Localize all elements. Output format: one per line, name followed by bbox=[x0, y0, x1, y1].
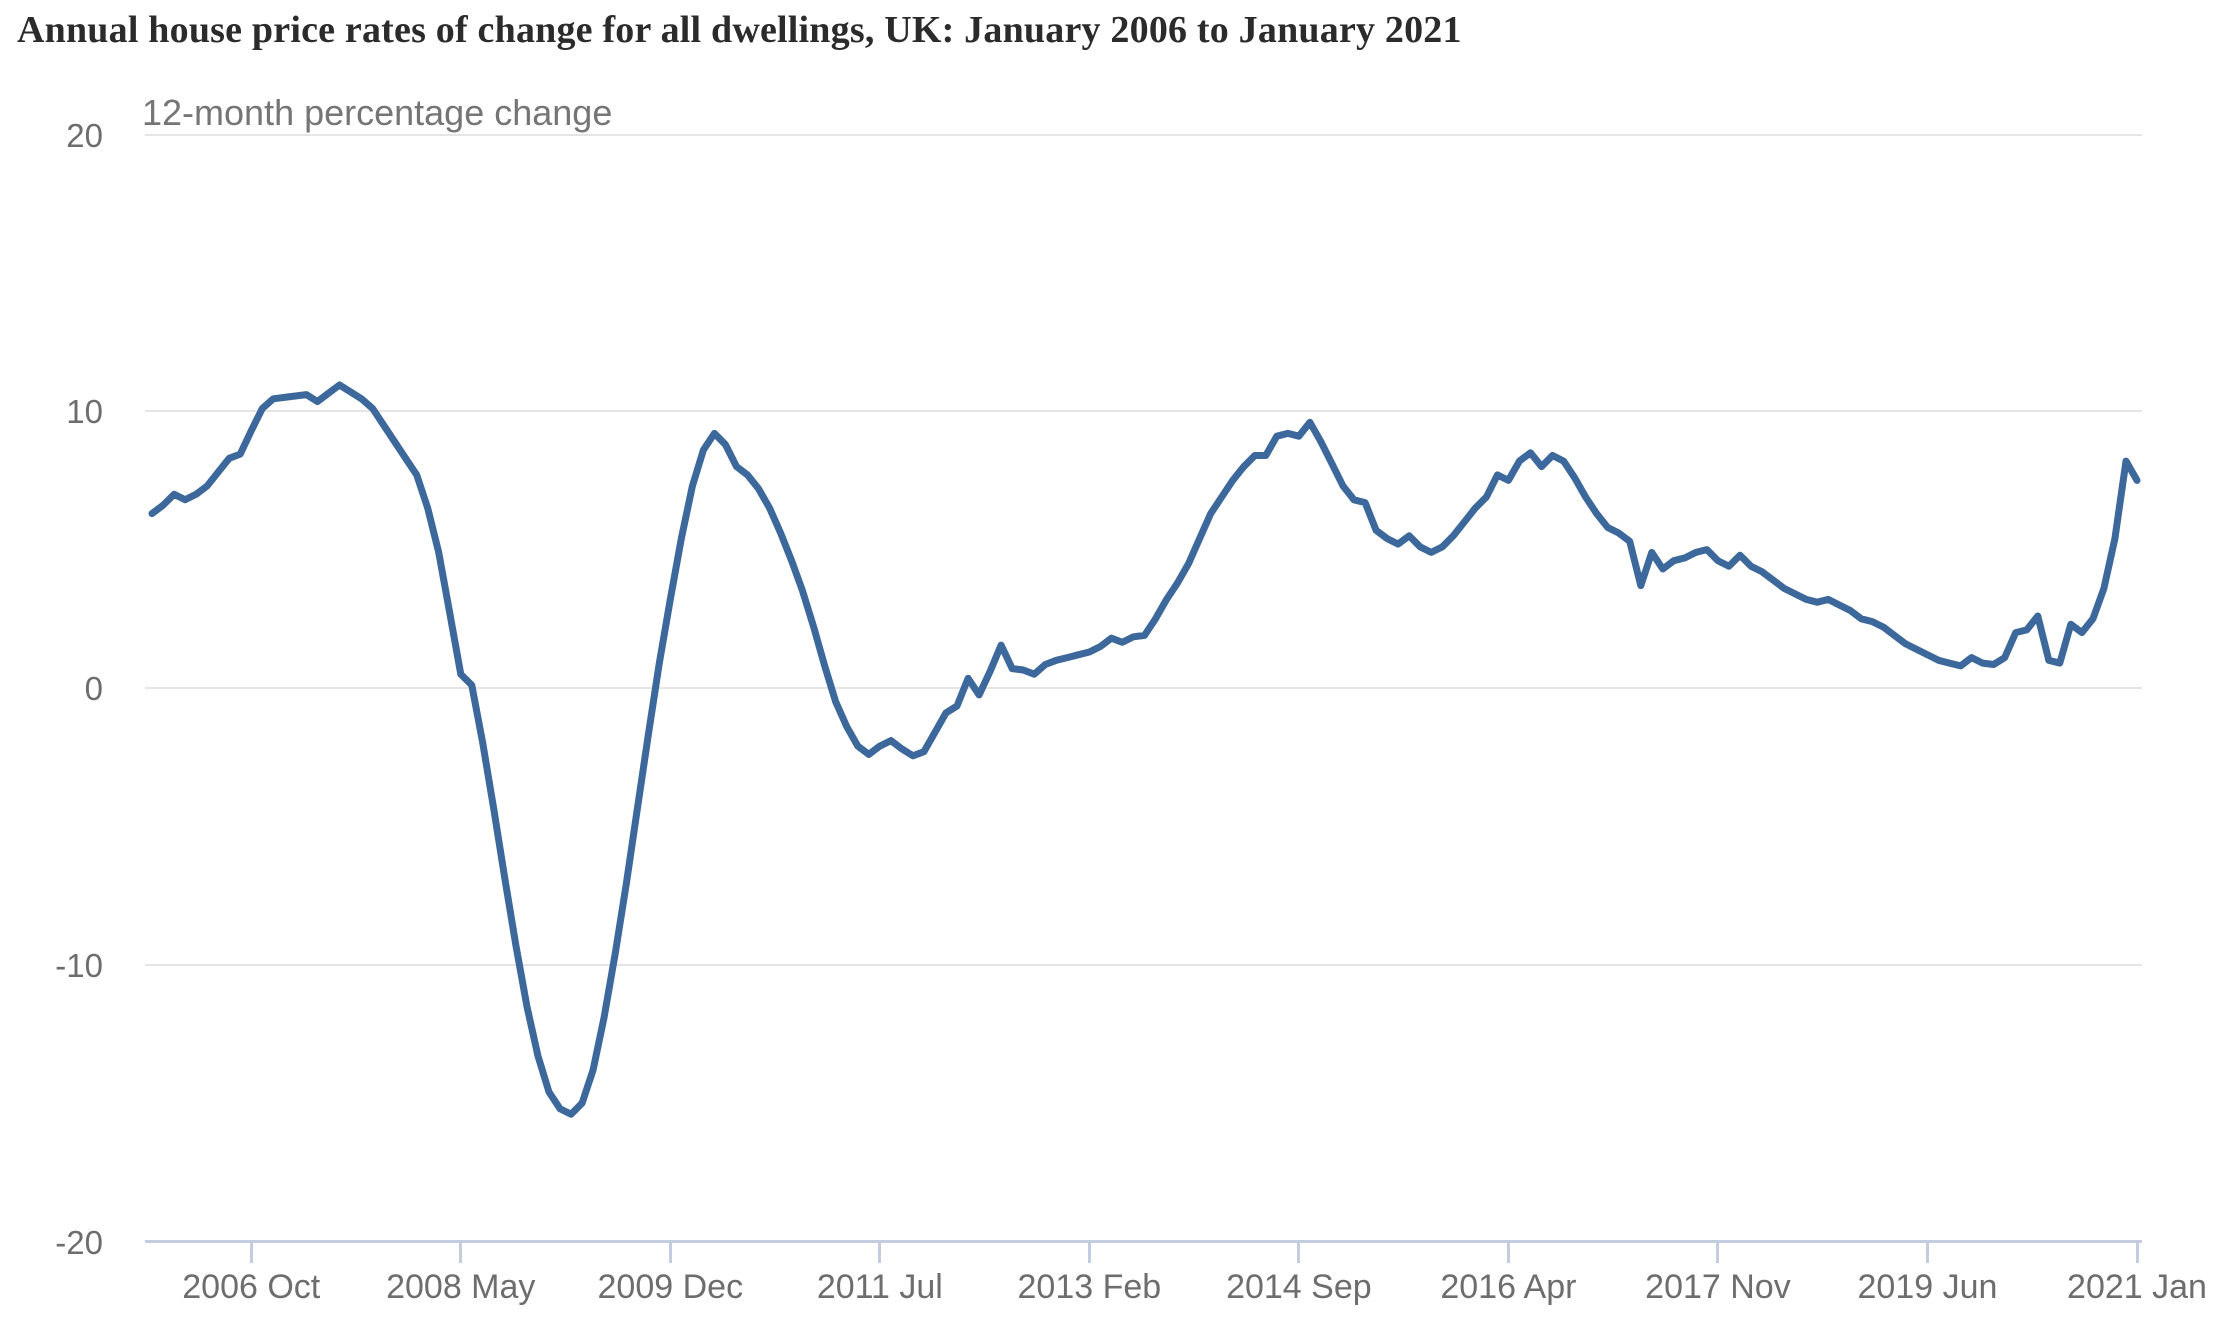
y-axis-label: 20 bbox=[66, 116, 103, 154]
x-axis-line bbox=[145, 1240, 2142, 1243]
y-axis-label: -20 bbox=[55, 1223, 103, 1261]
x-axis-label: 2006 Oct bbox=[182, 1268, 321, 1306]
x-axis-tick bbox=[2135, 1243, 2139, 1263]
x-axis-tick bbox=[878, 1243, 882, 1263]
x-axis-tick bbox=[1925, 1243, 1929, 1263]
chart-title: Annual house price rates of change for a… bbox=[17, 9, 1462, 51]
y-axis-label: 10 bbox=[66, 393, 103, 431]
x-axis-tick bbox=[668, 1243, 672, 1263]
x-axis-label: 2009 Dec bbox=[597, 1268, 744, 1306]
x-axis-tick bbox=[1716, 1243, 1720, 1263]
y-axis-label: -10 bbox=[55, 946, 103, 984]
x-axis-label: 2017 Nov bbox=[1645, 1268, 1791, 1306]
x-axis-tick bbox=[1297, 1243, 1301, 1263]
x-axis-tick bbox=[1087, 1243, 1091, 1263]
x-axis-tick bbox=[1506, 1243, 1510, 1263]
x-axis-tick bbox=[459, 1243, 463, 1263]
x-axis-label: 2013 Feb bbox=[1017, 1268, 1162, 1306]
chart-subtitle: 12-month percentage change bbox=[142, 99, 613, 133]
x-axis-tick bbox=[249, 1243, 253, 1263]
gridline bbox=[145, 133, 2142, 136]
gridline bbox=[145, 687, 2142, 689]
gridline bbox=[145, 963, 2142, 966]
y-axis-label: 0 bbox=[84, 670, 103, 707]
gridline bbox=[145, 410, 2142, 413]
x-axis-label: 2019 Jun bbox=[1857, 1268, 1998, 1306]
price-change-line bbox=[148, 381, 2141, 1118]
x-axis-label: 2021 Jan bbox=[2067, 1268, 2207, 1306]
x-axis-label: 2014 Sep bbox=[1226, 1268, 1372, 1306]
x-axis-label: 2011 Jul bbox=[816, 1268, 943, 1306]
x-axis-label: 2016 Apr bbox=[1440, 1268, 1577, 1306]
x-axis-label: 2008 May bbox=[386, 1268, 536, 1306]
